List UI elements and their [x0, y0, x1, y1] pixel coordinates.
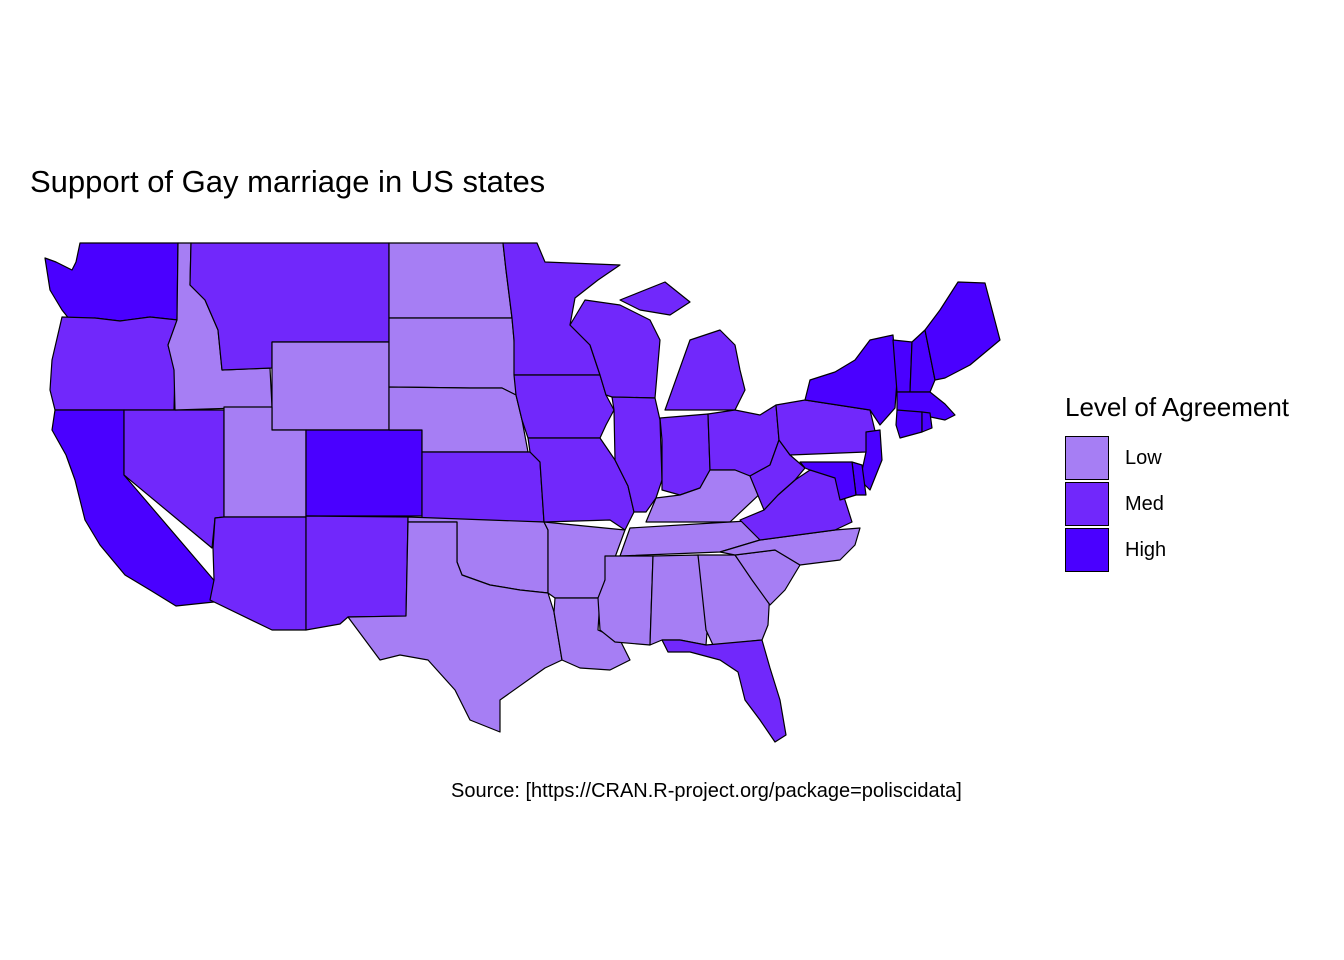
- state-wy: [271, 341, 390, 431]
- state-nm: [305, 515, 409, 631]
- state-ct: [895, 409, 923, 439]
- legend: Level of Agreement Low Med High: [1065, 392, 1289, 573]
- state-ms: [597, 555, 654, 646]
- state-ne: [388, 386, 529, 453]
- state-ks: [421, 451, 545, 523]
- state-nd: [388, 242, 513, 319]
- legend-label-med: Med: [1125, 492, 1164, 515]
- map-title: Support of Gay marriage in US states: [30, 164, 546, 199]
- state-co: [305, 429, 423, 517]
- legend-item-high: High: [1065, 527, 1289, 573]
- legend-item-low: Low: [1065, 435, 1289, 481]
- state-ny: [804, 334, 898, 426]
- state-mi: [619, 281, 746, 411]
- legend-label-high: High: [1125, 538, 1167, 561]
- state-vt: [892, 339, 913, 393]
- state-ky: [645, 469, 765, 523]
- legend-title: Level of Agreement: [1065, 392, 1290, 422]
- state-or: [49, 316, 179, 411]
- legend-key-high: [1065, 528, 1109, 572]
- state-me: [924, 281, 1001, 381]
- states-layer: [44, 242, 1001, 743]
- legend-item-med: Med: [1065, 481, 1289, 527]
- state-md: [799, 461, 857, 501]
- legend-key-low: [1065, 436, 1109, 480]
- state-il: [611, 396, 663, 513]
- state-fl: [661, 639, 787, 743]
- source-caption: Source: [https://CRAN.R-project.org/pack…: [451, 780, 962, 802]
- legend-key-med: [1065, 482, 1109, 526]
- state-ia: [513, 374, 615, 439]
- state-az: [209, 516, 307, 631]
- state-wa: [44, 242, 179, 322]
- state-nj: [859, 429, 883, 491]
- state-ri: [921, 411, 933, 433]
- legend-label-low: Low: [1125, 446, 1162, 469]
- state-ca: [51, 409, 219, 607]
- state-sd: [388, 317, 517, 396]
- state-nh: [909, 329, 936, 393]
